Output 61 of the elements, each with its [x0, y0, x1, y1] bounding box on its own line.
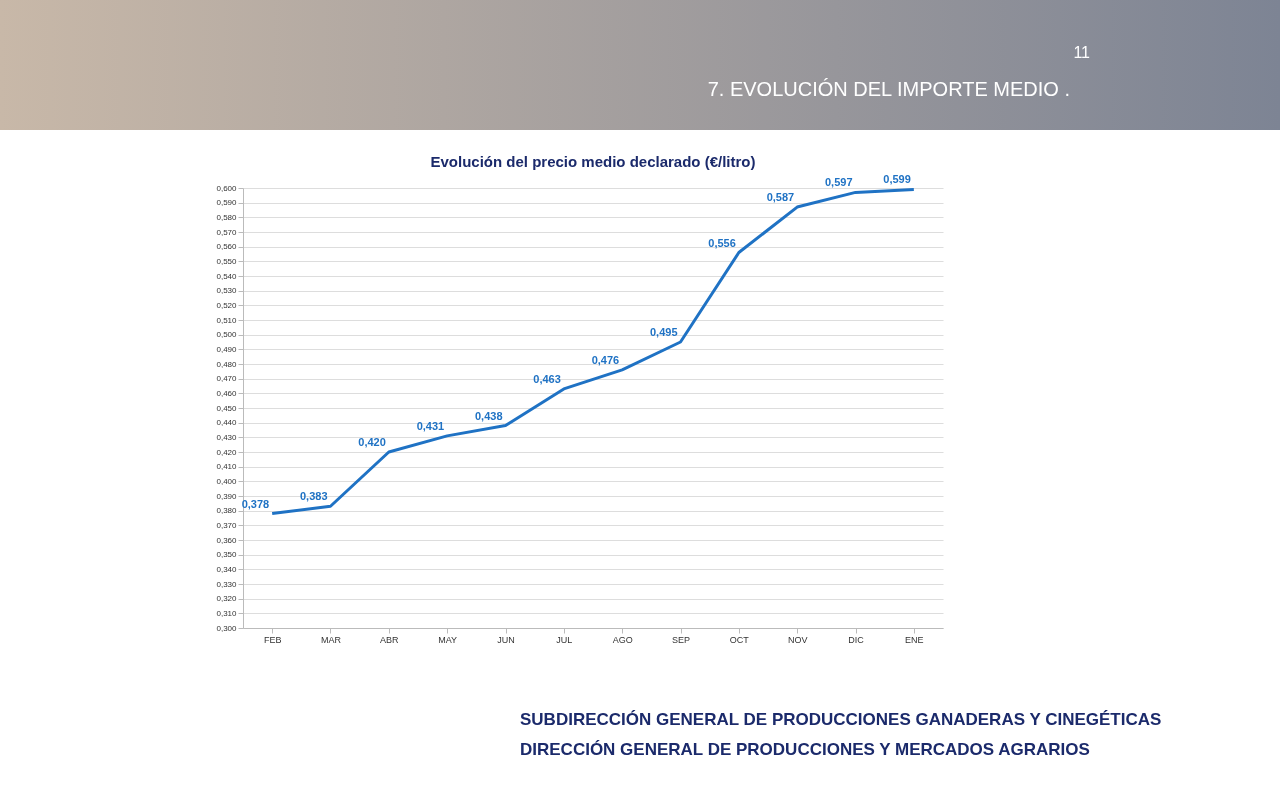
- data-label: 0,597: [824, 176, 853, 189]
- x-tick-label: NOV: [787, 634, 808, 645]
- y-tick-label: 0,420: [216, 447, 238, 457]
- data-label: 0,431: [416, 419, 445, 432]
- data-label: 0,495: [649, 326, 678, 338]
- data-label: 0,383: [299, 490, 328, 503]
- text: 11: [1073, 44, 1090, 62]
- data-label: 0,587: [766, 191, 795, 204]
- x-tick-label: MAR: [321, 634, 342, 645]
- y-tick-label: 0,450: [216, 403, 238, 413]
- line-series: [270, 187, 916, 516]
- y-tick-label: 0,300: [216, 623, 238, 633]
- y-tick-label: 0,430: [216, 432, 238, 442]
- chart-title: Evolución del precio medio declarado (€/litro): [430, 153, 756, 171]
- y-tick-label: 0,510: [216, 315, 238, 325]
- x-tick-label: ENE: [905, 634, 924, 645]
- y-tick-label: 0,390: [216, 491, 238, 501]
- y-tick-label: 0,480: [216, 359, 238, 369]
- y-tick-label: 0,600: [216, 183, 238, 193]
- y-tick-label: 0,400: [216, 476, 238, 486]
- y-tick-label: 0,380: [216, 506, 238, 516]
- y-tick-label: 0,410: [216, 462, 238, 472]
- y-tick-label: 0,550: [216, 256, 238, 266]
- y-tick-label: 0,500: [216, 330, 238, 340]
- y-tick-label: 0,570: [216, 227, 238, 237]
- y-tick-label: 0,340: [216, 564, 238, 574]
- x-tick-label: OCT: [729, 634, 750, 645]
- x-tick-label: MAY: [438, 634, 458, 645]
- y-tick-label: 0,460: [216, 388, 238, 398]
- y-tick-label: 0,590: [216, 198, 238, 208]
- y-tick-label: 0,520: [216, 300, 238, 310]
- data-label: 0,420: [358, 436, 386, 448]
- text: DIRECCIÓN GENERAL DE PRODUCCIONES Y MERCADOS AGRARIOS: [520, 739, 1091, 761]
- y-tick-label: 0,490: [216, 344, 238, 354]
- y-tick-label: 0,560: [216, 242, 238, 252]
- data-label: 0,463: [533, 372, 561, 385]
- y-tick-label: 0,360: [216, 535, 238, 545]
- x-tick-label: DIC: [848, 634, 865, 645]
- text: SUBDIRECCIÓN GENERAL DE PRODUCCIONES GANADERAS Y CINEGÉTICAS: [520, 709, 1162, 731]
- y-tick-label: 0,370: [216, 520, 238, 530]
- y-tick-label: 0,540: [216, 271, 238, 281]
- text: 7. EVOLUCIÓN DEL IMPORTE MEDIO .: [707, 78, 1070, 101]
- y-tick-label: 0,310: [216, 608, 238, 618]
- y-tick-label: 0,470: [216, 374, 238, 384]
- y-tick-label: 0,530: [216, 286, 238, 296]
- y-tick-label: 0,320: [216, 594, 238, 604]
- y-tick-label: 0,580: [216, 212, 238, 222]
- x-tick-label: JUN: [497, 634, 515, 645]
- x-tick-label: ABR: [380, 634, 400, 645]
- x-tick-label: JUL: [556, 634, 573, 645]
- x-tick-label: SEP: [671, 634, 691, 645]
- y-tick-label: 0,350: [216, 550, 238, 560]
- data-label: 0,556: [708, 236, 736, 249]
- data-label: 0,438: [474, 409, 503, 422]
- x-tick-label: FEB: [263, 634, 282, 645]
- y-tick-label: 0,440: [216, 418, 238, 428]
- data-label: 0,476: [591, 353, 620, 366]
- data-label: 0,599: [883, 173, 911, 186]
- x-tick-label: AGO: [612, 634, 633, 645]
- y-tick-label: 0,330: [216, 579, 238, 589]
- data-label: 0,378: [241, 497, 270, 510]
